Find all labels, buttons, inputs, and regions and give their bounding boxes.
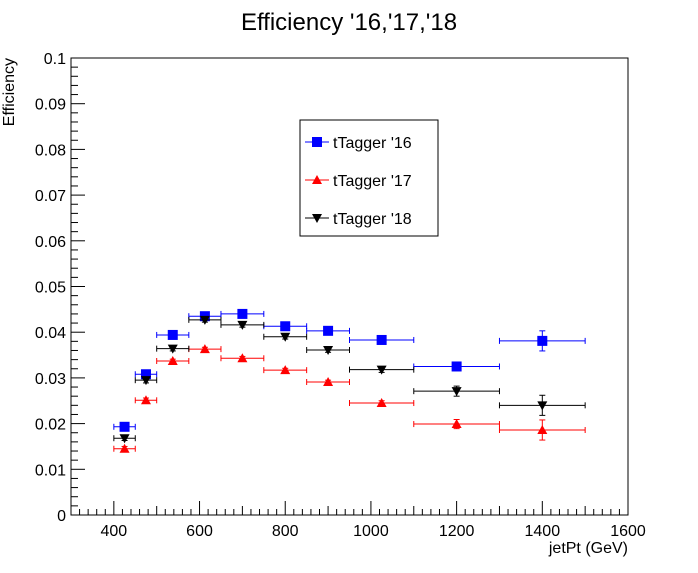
- data-point-marker: [323, 377, 334, 387]
- x-tick-label: 400: [100, 523, 127, 540]
- x-tick-label: 1200: [439, 523, 475, 540]
- chart-title: Efficiency '16,'17,'18: [241, 9, 457, 36]
- data-point-marker: [167, 355, 178, 365]
- data-point-marker: [237, 320, 248, 330]
- data-point-marker: [451, 387, 462, 397]
- x-tick-label: 1600: [610, 523, 646, 540]
- series-group: [113, 315, 586, 444]
- data-point-marker: [167, 344, 178, 354]
- data-point-marker: [451, 419, 462, 429]
- data-point-marker: [537, 424, 548, 434]
- y-tick-label: 0.08: [35, 142, 66, 159]
- legend-label: tTagger '18: [333, 211, 412, 228]
- legend-label: tTagger '16: [333, 135, 412, 152]
- y-tick-label: 0.05: [35, 280, 66, 297]
- data-point-marker: [376, 398, 387, 408]
- legend-label: tTagger '17: [333, 173, 412, 190]
- legend-entry: tTagger '17: [305, 173, 412, 190]
- data-point-marker: [323, 346, 334, 356]
- data-point-marker: [237, 353, 248, 363]
- x-tick-label: 1000: [353, 523, 389, 540]
- x-tick-label: 1400: [525, 523, 561, 540]
- data-point-marker: [119, 434, 130, 444]
- data-point-marker: [280, 365, 291, 375]
- data-point-marker: [140, 395, 151, 405]
- data-series: [113, 308, 586, 453]
- x-axis-label: jetPt (GeV): [548, 540, 628, 557]
- data-point-marker: [119, 443, 130, 453]
- y-tick-label: 0.09: [35, 97, 66, 114]
- data-point-marker: [312, 137, 322, 147]
- data-point-marker: [167, 329, 178, 340]
- data-point-marker: [323, 325, 334, 336]
- data-point-marker: [280, 321, 291, 332]
- y-tick-label: 0: [57, 508, 66, 525]
- x-tick-label: 600: [186, 523, 213, 540]
- y-tick-label: 0.07: [35, 188, 66, 205]
- data-point-marker: [199, 344, 210, 354]
- data-point-marker: [537, 335, 548, 346]
- data-point-marker: [140, 369, 151, 380]
- legend-box: [299, 119, 439, 237]
- y-axis-label: Efficiency: [1, 58, 18, 126]
- series-group: [113, 308, 586, 432]
- data-point-marker: [119, 421, 130, 432]
- data-point-marker: [376, 334, 387, 345]
- data-point-marker: [312, 214, 322, 223]
- legend-entry: tTagger '16: [305, 135, 412, 152]
- x-axis: 400 600 800 1000 1200 1400 1600: [70, 501, 646, 540]
- data-point-marker: [312, 175, 322, 184]
- data-point-marker: [199, 315, 210, 325]
- data-point-marker: [376, 365, 387, 375]
- data-point-marker: [451, 361, 462, 372]
- series-group: [113, 344, 586, 453]
- data-point-marker: [140, 376, 151, 386]
- data-point-marker: [280, 332, 291, 342]
- y-tick-label: 0.06: [35, 234, 66, 251]
- legend: tTagger '16 tTagger '17 tTagger '18: [299, 119, 439, 237]
- y-tick-label: 0.01: [35, 462, 66, 479]
- x-tick-label: 800: [272, 523, 299, 540]
- y-tick-label: 0.02: [35, 417, 66, 434]
- data-point-marker: [237, 308, 248, 319]
- y-axis: 0 0.01 0.02 0.03 0.04 0.05 0.06 0.07 0.08 0.09 0.1: [35, 51, 85, 525]
- y-tick-label: 0.03: [35, 371, 66, 388]
- data-point-marker: [537, 401, 548, 411]
- y-tick-label: 0.04: [35, 325, 66, 342]
- legend-entry: tTagger '18: [305, 211, 412, 228]
- y-tick-label: 0.1: [44, 51, 66, 68]
